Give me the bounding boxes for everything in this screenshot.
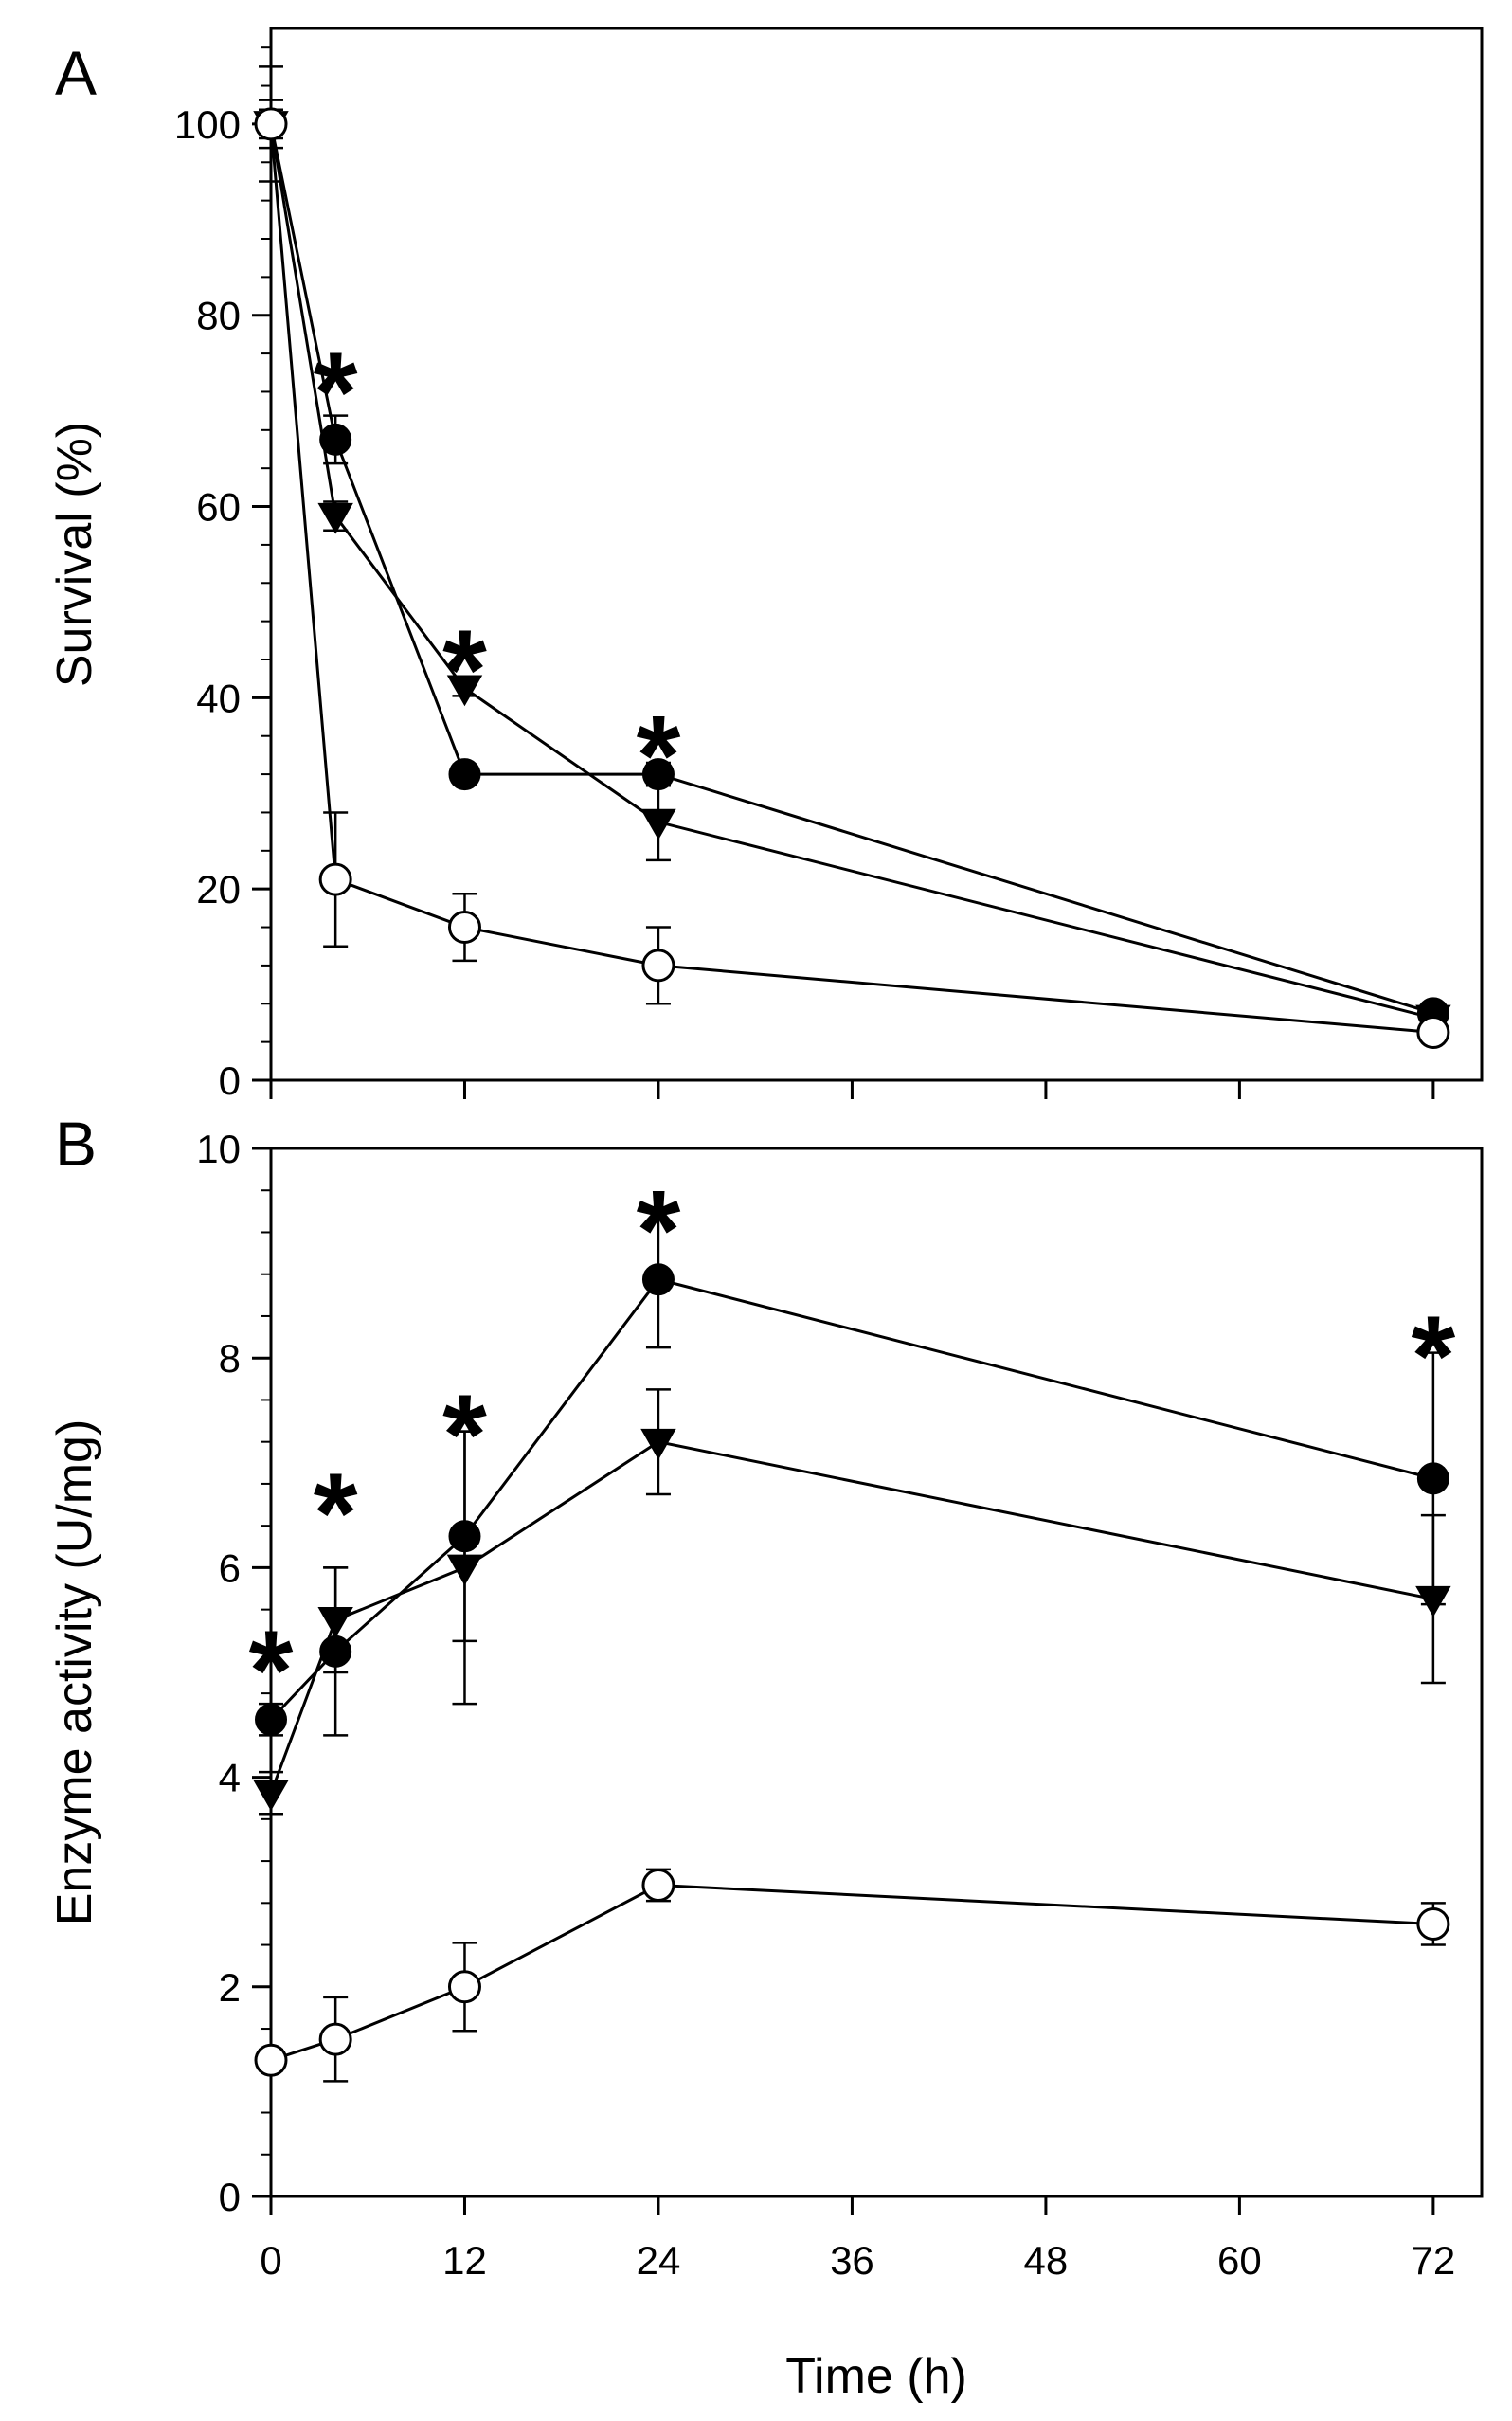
series-triangle-down <box>253 1388 1451 1816</box>
x-tick-label: 12 <box>442 2238 487 2283</box>
data-point-triangle <box>446 675 483 707</box>
data-point-open-circle <box>254 107 288 141</box>
x-tick-label: 60 <box>1217 2238 1262 2283</box>
y-tick-label: 2 <box>219 1965 241 2010</box>
data-point-open-circle <box>641 949 675 983</box>
data-point-triangle <box>640 1428 676 1460</box>
series-circle-open <box>254 1868 1450 2083</box>
y-tick-label: 40 <box>196 676 241 720</box>
data-point-open-circle <box>254 2043 288 2077</box>
series-line <box>270 1883 1433 2062</box>
data-point-triangle <box>446 1554 483 1586</box>
panel-letter: A <box>55 38 97 108</box>
y-axis-title: Survival (%) <box>47 422 102 687</box>
data-point-open-circle <box>447 1970 481 2004</box>
panel-a-survival-chart: A 0 20 40 60 80 100 Survival (%) * * * <box>47 27 1484 1103</box>
y-tick-label: 6 <box>219 1545 241 1590</box>
series-triangle-down <box>253 65 1451 1037</box>
data-point-open-circle <box>318 2022 352 2056</box>
y-tick-label: 60 <box>196 485 241 530</box>
series-circle-open <box>254 99 1450 1050</box>
significance-asterisk: * <box>314 329 358 456</box>
data-point-triangle <box>317 502 353 534</box>
series-line <box>269 123 1434 1015</box>
series-line <box>269 123 1434 1035</box>
data-point-filled-circle <box>641 1263 675 1296</box>
significance-asterisk: * <box>1412 1292 1456 1419</box>
y-tick-label: 10 <box>196 1127 241 1171</box>
x-tick-label: 72 <box>1412 2238 1456 2283</box>
y-axis-title: Enzyme activity (U/mg) <box>47 1419 102 1926</box>
significance-asterisk: * <box>314 1450 358 1577</box>
plot-frame <box>269 1147 1484 2198</box>
series-circle-filled <box>255 107 1449 1030</box>
x-tick-label: 0 <box>260 2238 281 2283</box>
data-point-triangle <box>640 808 676 840</box>
significance-asterisk: * <box>637 1166 681 1293</box>
data-point-triangle <box>1415 1585 1451 1617</box>
x-tick-label: 24 <box>637 2238 681 2283</box>
y-tick-label: 8 <box>219 1336 241 1381</box>
significance-asterisk: * <box>249 1607 294 1734</box>
data-point-open-circle <box>447 911 481 945</box>
x-tick-label: 48 <box>1024 2238 1069 2283</box>
data-point-open-circle <box>318 862 352 896</box>
series-line <box>269 1277 1434 1721</box>
series-circle-filled <box>255 1210 1449 1737</box>
plot-frame <box>269 27 1484 1082</box>
data-point-triangle <box>317 1606 353 1638</box>
y-tick-label: 100 <box>174 102 241 147</box>
y-tick-label: 80 <box>196 294 241 338</box>
y-tick-label: 0 <box>219 2175 241 2219</box>
significance-asterisk: * <box>637 693 681 820</box>
data-point-open-circle <box>1416 1016 1450 1050</box>
data-point-filled-circle <box>448 758 481 791</box>
significance-asterisk: * <box>442 606 487 733</box>
x-tick-label: 36 <box>830 2238 874 2283</box>
panel-letter: B <box>55 1109 97 1179</box>
data-point-open-circle <box>641 1869 675 1903</box>
y-tick-label: 0 <box>219 1058 241 1103</box>
data-point-filled-circle <box>1416 1462 1449 1495</box>
y-tick-label: 20 <box>196 867 241 912</box>
data-point-filled-circle <box>255 1703 287 1736</box>
x-axis-title: Time (h) <box>785 2349 967 2404</box>
y-tick-label: 4 <box>219 1756 241 1800</box>
series-line <box>269 123 1434 1020</box>
significance-asterisk: * <box>442 1371 487 1498</box>
data-point-triangle <box>253 1780 289 1812</box>
data-point-open-circle <box>1416 1906 1450 1941</box>
data-point-filled-circle <box>319 423 352 456</box>
